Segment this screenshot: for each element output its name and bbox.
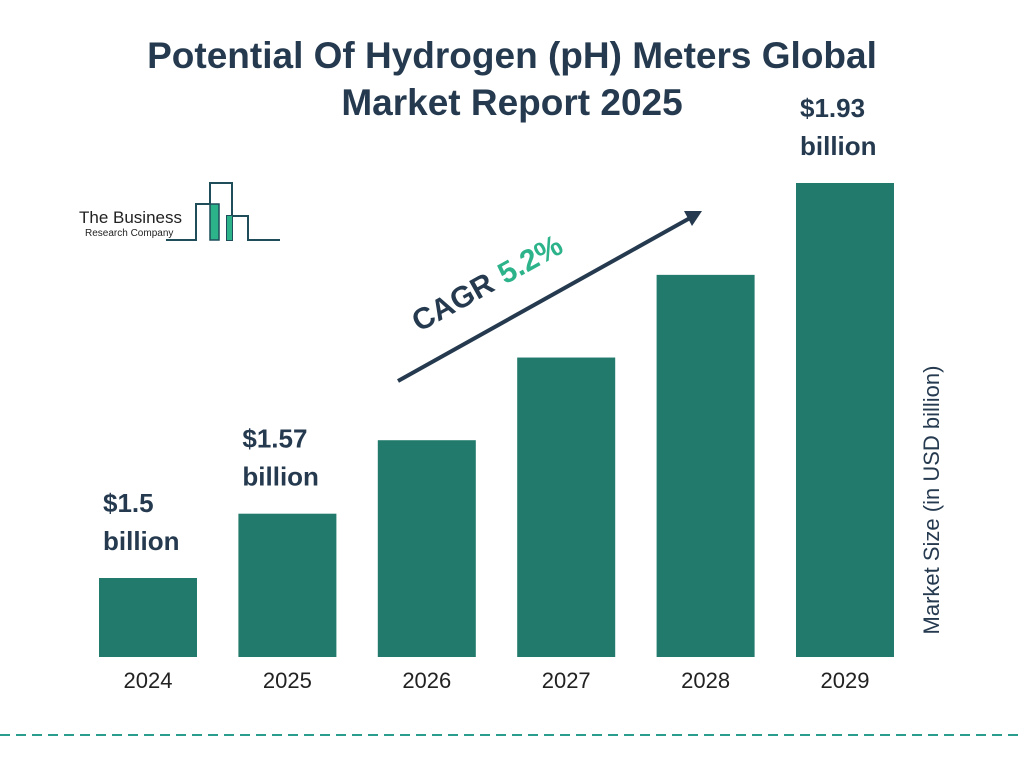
data-label: $1.93 (800, 93, 865, 123)
bar-2027 (517, 357, 616, 657)
x-tick-label: 2026 (402, 668, 451, 693)
x-tick-label: 2029 (821, 668, 870, 693)
cagr-arrow (397, 211, 702, 383)
data-label: billion (242, 462, 319, 492)
bar-2028 (656, 274, 755, 657)
chart-title: Potential Of Hydrogen (pH) Meters Global… (0, 32, 1024, 126)
bar-2025 (238, 513, 337, 657)
x-tick-label: 2028 (681, 668, 730, 693)
cagr-label: CAGR (406, 267, 500, 339)
logo-line2: Research Company (85, 228, 173, 239)
logo-line1: The Business (79, 208, 182, 227)
bar-2024 (99, 578, 197, 657)
title-line-1: Potential Of Hydrogen (pH) Meters Global (147, 35, 877, 76)
bar-2026 (377, 440, 476, 657)
cagr-text: CAGR5.2% (406, 229, 568, 339)
bar-2029 (796, 183, 894, 657)
data-label: $1.57 (242, 424, 307, 454)
title-line-2: Market Report 2025 (341, 82, 683, 123)
y-axis-label: Market Size (in USD billion) (919, 365, 944, 635)
data-label: $1.5 (103, 488, 154, 518)
data-label: billion (103, 526, 180, 556)
logo: The Business Research Company (79, 182, 280, 241)
x-tick-label: 2025 (263, 668, 312, 693)
data-label: billion (800, 131, 877, 161)
cagr-value: 5.2% (492, 229, 568, 291)
x-tick-label: 2027 (542, 668, 591, 693)
x-tick-label: 2024 (124, 668, 173, 693)
